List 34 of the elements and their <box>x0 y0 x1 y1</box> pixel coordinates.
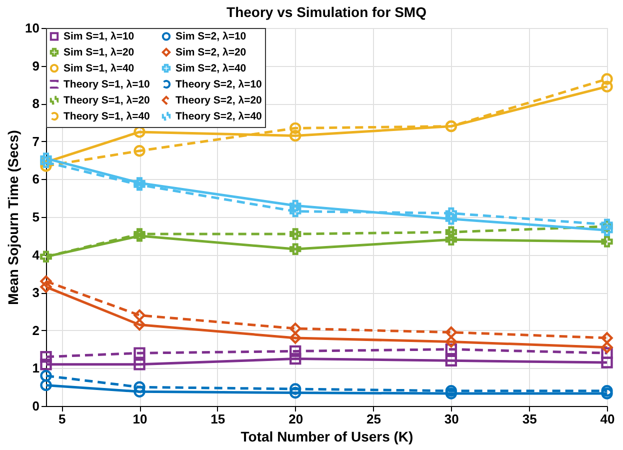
legend-label: Sim S=1, λ=10 <box>64 30 134 42</box>
legend-label: Theory S=2, λ=20 <box>176 94 262 106</box>
legend-label: Sim S=1, λ=20 <box>64 46 134 58</box>
y-tick-label: 3 <box>32 285 40 300</box>
legend-label: Theory S=1, λ=10 <box>64 78 150 90</box>
y-tick-label: 1 <box>32 360 40 376</box>
x-tick-label: 25 <box>366 412 381 426</box>
y-tick-label: 5 <box>32 210 40 224</box>
y-tick-label: 2 <box>32 322 40 338</box>
legend-label: Sim S=2, λ=40 <box>176 62 246 74</box>
y-tick-label: 4 <box>32 247 40 262</box>
y-tick-label: 7 <box>32 134 40 149</box>
y-tick-label: 0 <box>32 398 40 414</box>
x-tick-label: 35 <box>522 412 537 426</box>
legend-label: Theory S=1, λ=40 <box>64 110 150 122</box>
y-tick-label: 10 <box>25 20 40 36</box>
x-axis-title: Total Number of Users (K) <box>240 428 414 444</box>
y-tick-label: 8 <box>32 96 40 112</box>
legend-label: Theory S=2, λ=10 <box>176 78 262 90</box>
legend-label: Sim S=1, λ=40 <box>64 62 134 74</box>
x-tick-label: 15 <box>210 412 226 426</box>
x-tick-label: 10 <box>132 412 148 426</box>
y-axis-title: Mean Sojourn Time (Secs) <box>5 130 22 305</box>
legend-label: Theory S=1, λ=20 <box>64 94 150 106</box>
x-tick-label: 30 <box>444 412 459 426</box>
x-tick-label: 5 <box>58 412 66 426</box>
y-tick-label: 6 <box>32 172 40 187</box>
legend-label: Sim S=2, λ=10 <box>176 30 246 42</box>
x-tick-label: 40 <box>600 412 615 426</box>
y-tick-label: 9 <box>32 58 40 74</box>
legend-label: Theory S=2, λ=40 <box>176 110 262 122</box>
legend-label: Sim S=2, λ=20 <box>176 46 246 58</box>
x-tick-label: 20 <box>288 412 304 426</box>
chart-title: Theory vs Simulation for SMQ <box>226 4 427 20</box>
